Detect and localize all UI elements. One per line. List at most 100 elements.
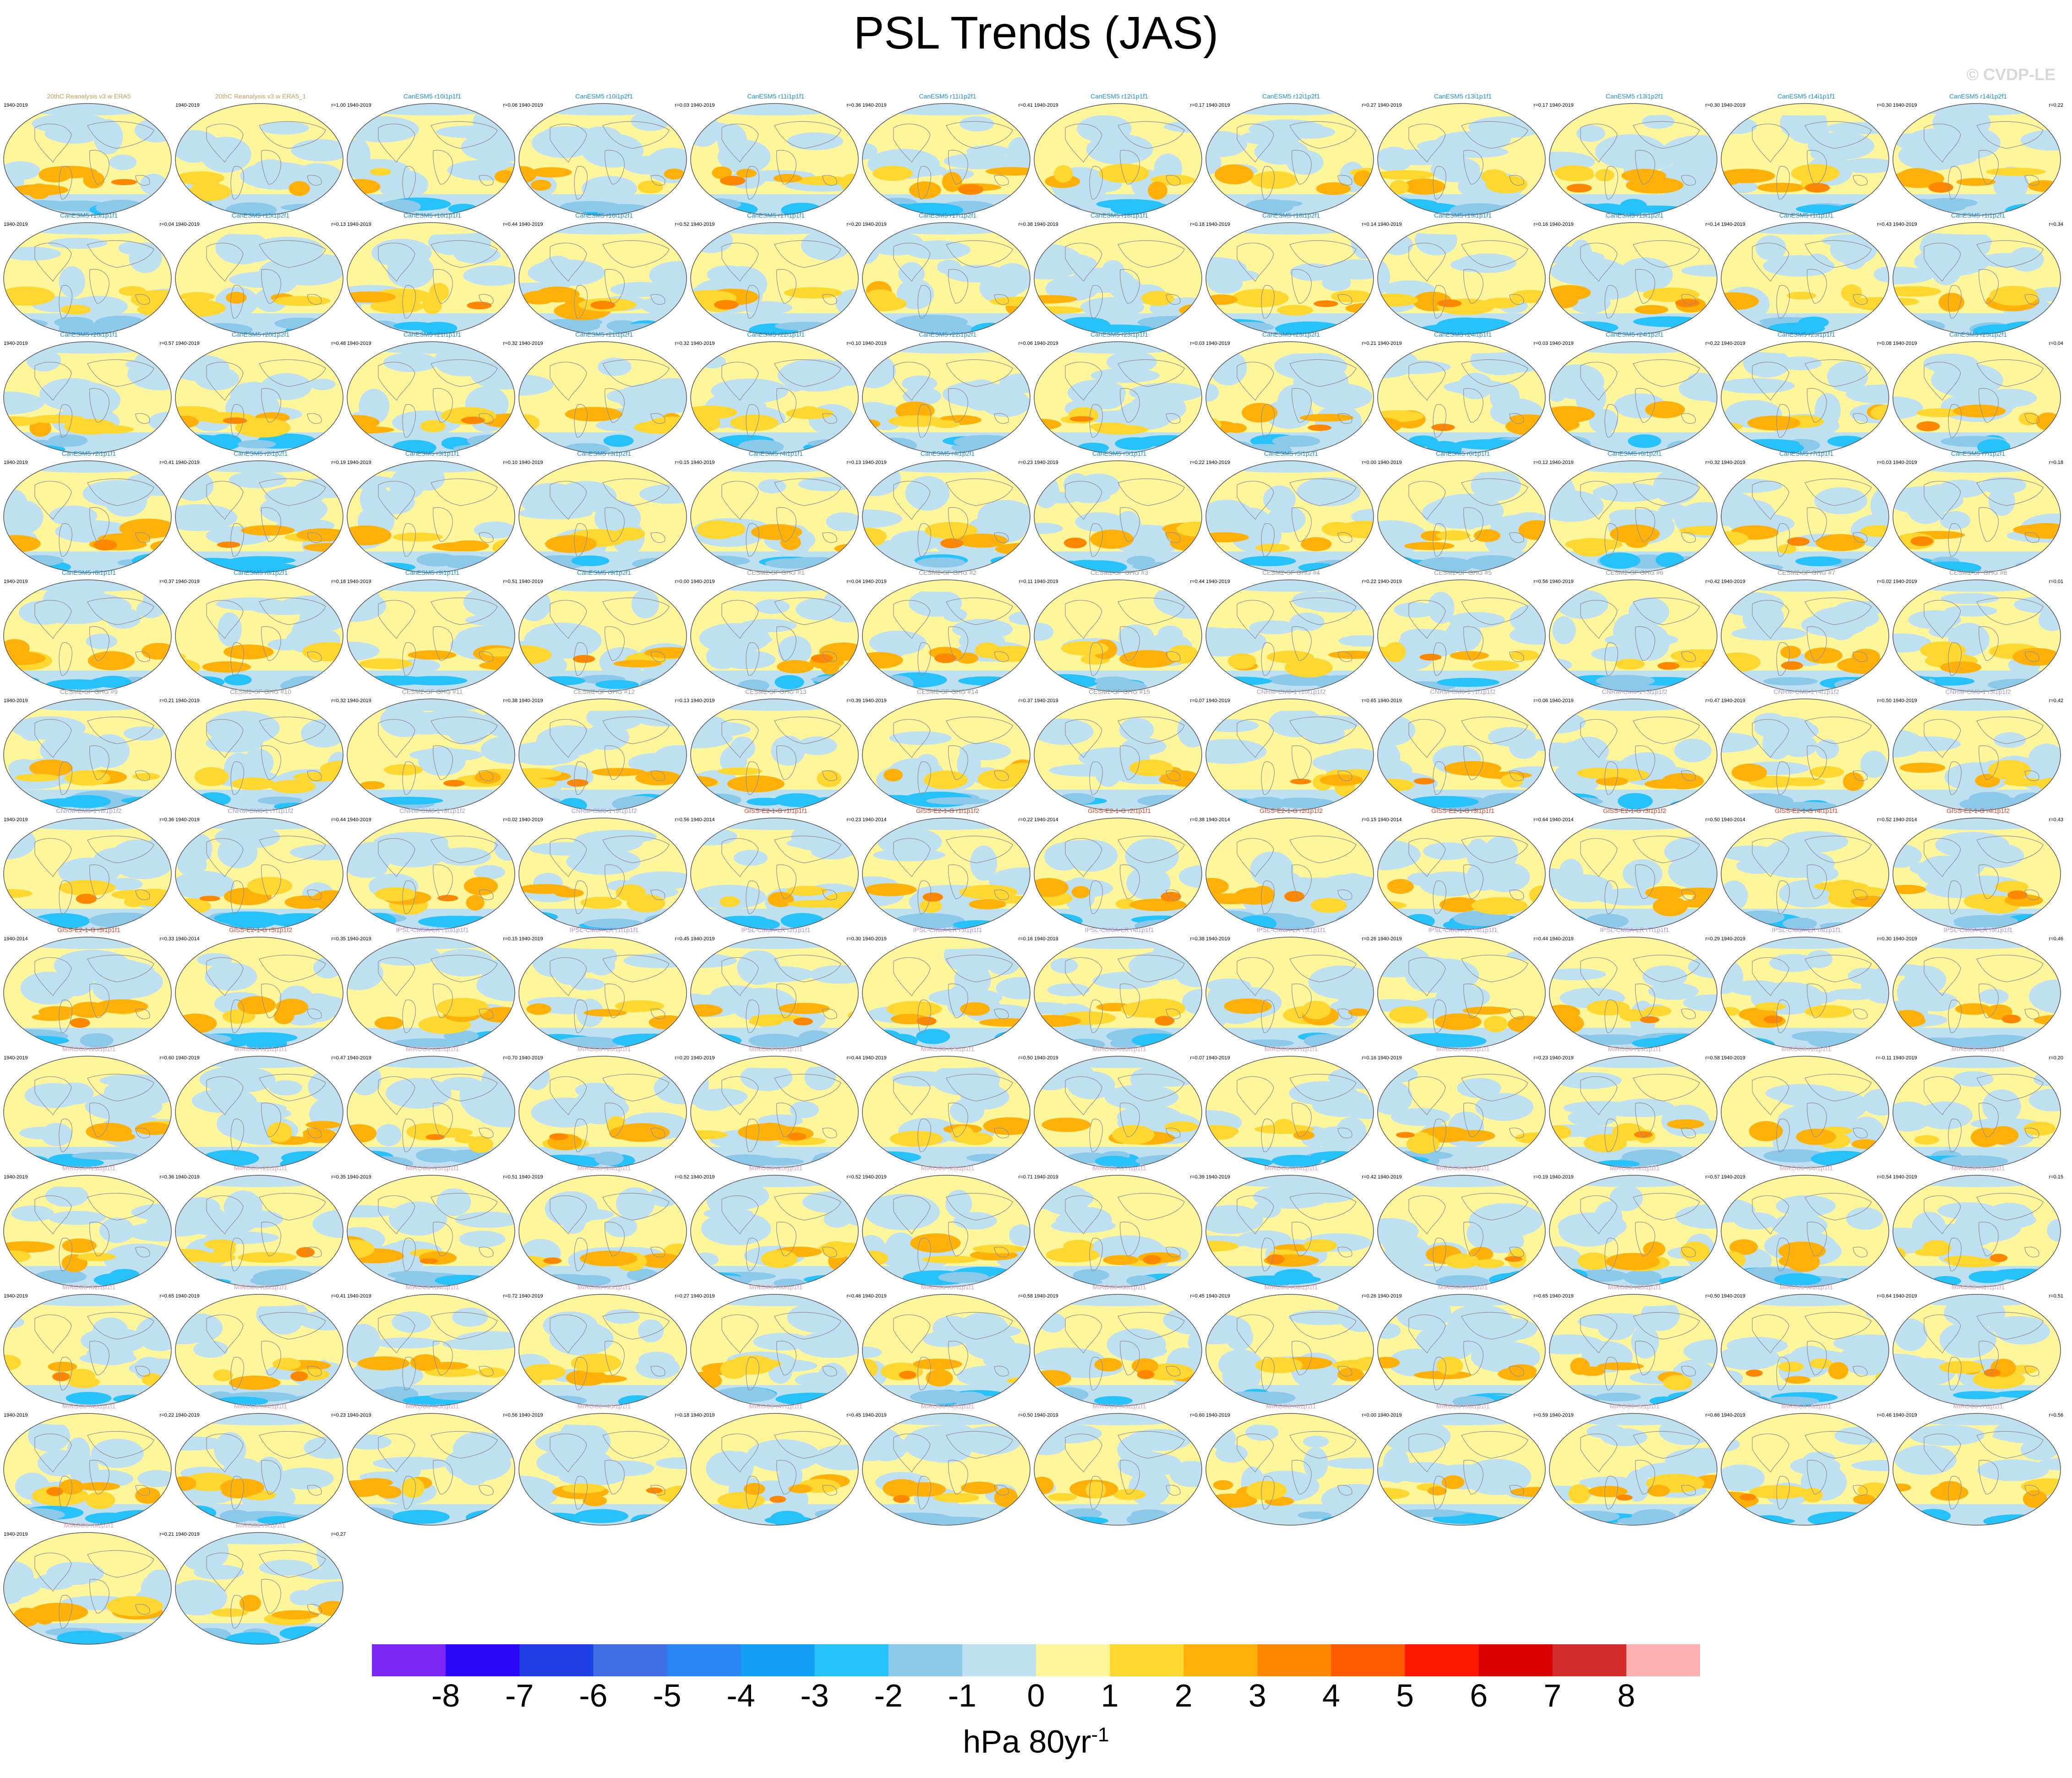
panel-correlation: r=0.10 (503, 460, 518, 465)
map-panel: MIROC6 r19i1p1f1 1940-2019 r=0.58 (1549, 1045, 1721, 1170)
panel-correlation: r=0.07 (1190, 1055, 1205, 1061)
panel-period: 1940-2019 (1893, 1413, 1917, 1418)
map-panel: CanESM5 r13i1p1f1 1940-2019 r=0.17 (1377, 93, 1549, 217)
map-panel: CanESM5 r19i1p2f1 1940-2019 r=0.14 (1549, 212, 1721, 336)
panel-title: CanESM5 r16i1p1f1 (403, 212, 462, 219)
trend-map (690, 341, 859, 454)
panel-title: CanESM5 r8i1p2f1 (233, 569, 288, 576)
panel-title: MIROC6 r17i1p1f1 (1264, 1045, 1318, 1053)
panel-correlation: r=0.51 (503, 1174, 518, 1180)
panel-title: CanESM5 r14i1p1f1 (1777, 93, 1836, 100)
trend-map (175, 1532, 344, 1645)
panel-title: CESM2-SF GHG #4 (1262, 569, 1320, 576)
panel-correlation: r=0.20 (2049, 1055, 2064, 1061)
panel-title: CESM2-SF GHG #2 (918, 569, 977, 576)
map-panel: CanESM5 r22i1p1f1 1940-2019 r=0.10 (690, 331, 862, 455)
panel-correlation: r=0.01 (2049, 579, 2064, 584)
panel-period: 1940-2019 (1893, 579, 1917, 584)
panel-correlation: r=0.46 (2049, 936, 2064, 942)
trend-map (1205, 579, 1374, 692)
panel-title: CESM2-SF GHG #10 (230, 688, 291, 695)
trend-map (1892, 1056, 2061, 1168)
trend-map (1549, 1294, 1718, 1407)
trend-map (518, 698, 687, 811)
trend-map (1034, 1175, 1202, 1287)
panel-correlation: r=0.22 (1705, 341, 1720, 346)
trend-map (175, 1056, 344, 1168)
map-panel: MIROC6 r37i1p1f1 1940-2019 r=0.58 (862, 1283, 1034, 1408)
colorbar-tick-label: -2 (874, 1678, 903, 1713)
trend-map (1549, 1413, 1718, 1526)
panel-title: MIROC6 r27i1p1f1 (1092, 1164, 1146, 1172)
map-panel: IPSL-CM6A-LR r8i1p1f1 1940-2019 r=0.30 (1720, 926, 1892, 1051)
panel-title: CanESM5 r17i1p1f1 (747, 212, 805, 219)
trend-map (1377, 222, 1546, 335)
panel-period: 1940-2019 (4, 1174, 28, 1180)
trend-map (1205, 937, 1374, 1049)
map-panel: CanESM5 r22i1p2f1 1940-2019 r=0.06 (862, 331, 1034, 455)
panel-period: 1940-2019 (1549, 1413, 1574, 1418)
map-panel: CanESM5 r8i1p1f1 1940-2019 r=0.37 (3, 569, 175, 693)
trend-map (518, 579, 687, 692)
map-panel: MIROC6 r50i1p1f1 1940-2019 r=0.59 (1377, 1402, 1549, 1527)
map-panel: MIROC6 r38i1p1f1 1940-2019 r=0.45 (1033, 1283, 1205, 1408)
map-panel: MIROC6 r1i1p1f1 1940-2019 r=-0.11 (1720, 1045, 1892, 1170)
panel-title: CESM2-SF GHG #15 (1089, 688, 1150, 695)
trend-map (1205, 103, 1374, 216)
trend-map (690, 1413, 859, 1526)
panel-period: 1940-2019 (862, 1174, 887, 1180)
panel-correlation: r=0.50 (1705, 1293, 1720, 1299)
colorbar-tick-label: -8 (431, 1678, 460, 1713)
trend-map (1205, 1175, 1374, 1287)
panel-period: 1940-2019 (1378, 341, 1402, 346)
map-panel: CanESM5 r8i1p2f1 1940-2019 r=0.18 (174, 569, 347, 693)
map-panel: CanESM5 r9i1p1f1 1940-2019 r=0.51 (346, 569, 518, 693)
map-panel: CESM2-SF GHG #10 1940-2019 r=0.32 (174, 688, 347, 813)
panel-correlation: r=0.46 (846, 1293, 862, 1299)
panel-title: MIROC6 r21i1p1f1 (62, 1164, 116, 1172)
panel-correlation: r=1.00 (331, 103, 346, 108)
trend-map (518, 222, 687, 335)
map-panel: MIROC6 r22i1p1f1 1940-2019 r=0.35 (174, 1164, 347, 1289)
map-panel: CESM2-SF GHG #9 1940-2019 r=0.21 (3, 688, 175, 813)
colorbar-tick-label: 2 (1174, 1678, 1193, 1713)
map-panel: CanESM5 r19i1p1f1 1940-2019 r=0.16 (1377, 212, 1549, 336)
map-panel: MIROC6 r12i1p1f1 1940-2019 r=0.70 (346, 1045, 518, 1170)
panel-period: 1940-2014 (1206, 817, 1230, 823)
panel-period: 1940-2019 (1378, 1293, 1402, 1299)
panel-title: GISS-E2-1-G r4i1p1f1 (1775, 807, 1838, 814)
map-panel: CanESM5 r4i1p1f1 1940-2019 r=0.13 (690, 450, 862, 574)
panel-title: CanESM5 r8i1p1f1 (61, 569, 116, 576)
panel-period: 1940-2019 (1721, 341, 1745, 346)
map-panel: MIROC6 r24i1p1f1 1940-2019 r=0.52 (518, 1164, 690, 1289)
trend-map (862, 698, 1031, 811)
chart-title: PSL Trends (JAS) (853, 7, 1219, 59)
panel-title: MIROC6 r2i1p1f1 (1609, 1164, 1660, 1172)
panel-title: MIROC6 r44i1p1f1 (234, 1402, 288, 1410)
panel-correlation: r=0.22 (2049, 103, 2064, 108)
panel-correlation: r=0.70 (503, 1055, 518, 1061)
map-panel: MIROC6 r26i1p1f1 1940-2019 r=0.71 (862, 1164, 1034, 1289)
panel-correlation: r=0.14 (1705, 222, 1720, 227)
panel-correlation: r=0.66 (1705, 1413, 1720, 1418)
panel-correlation: r=0.08 (1877, 341, 1892, 346)
map-panel: CanESM5 r24i1p1f1 1940-2019 r=0.03 (1377, 331, 1549, 455)
map-panel: CNRM-CM6-1 r1i1p1f2 1940-2019 r=0.06 (1377, 688, 1549, 813)
map-panel: CESM2-SF GHG #2 1940-2019 r=0.11 (862, 569, 1034, 693)
panel-period: 1940-2019 (691, 936, 715, 942)
map-panel: CanESM5 r20i1p1f1 1940-2019 r=0.57 (3, 331, 175, 455)
panel-title: CanESM5 r16i1p2f1 (575, 212, 633, 219)
panel-period: 1940-2019 (519, 1174, 543, 1180)
colorbar-tick-label: 3 (1248, 1678, 1266, 1713)
trend-map (1892, 222, 2061, 335)
panel-period: 1940-2019 (519, 1055, 543, 1061)
trend-map (3, 579, 172, 692)
trend-map (518, 937, 687, 1049)
panel-correlation: r=0.56 (1533, 579, 1549, 584)
panel-correlation: r=0.45 (675, 936, 690, 942)
panel-correlation: r=0.27 (331, 1532, 346, 1537)
trend-map (1377, 1413, 1546, 1526)
panel-title: GISS-E2-1-G r4i1p1f2 (1947, 807, 2010, 814)
panel-period: 1940-2019 (691, 1413, 715, 1418)
trend-map (1377, 937, 1546, 1049)
